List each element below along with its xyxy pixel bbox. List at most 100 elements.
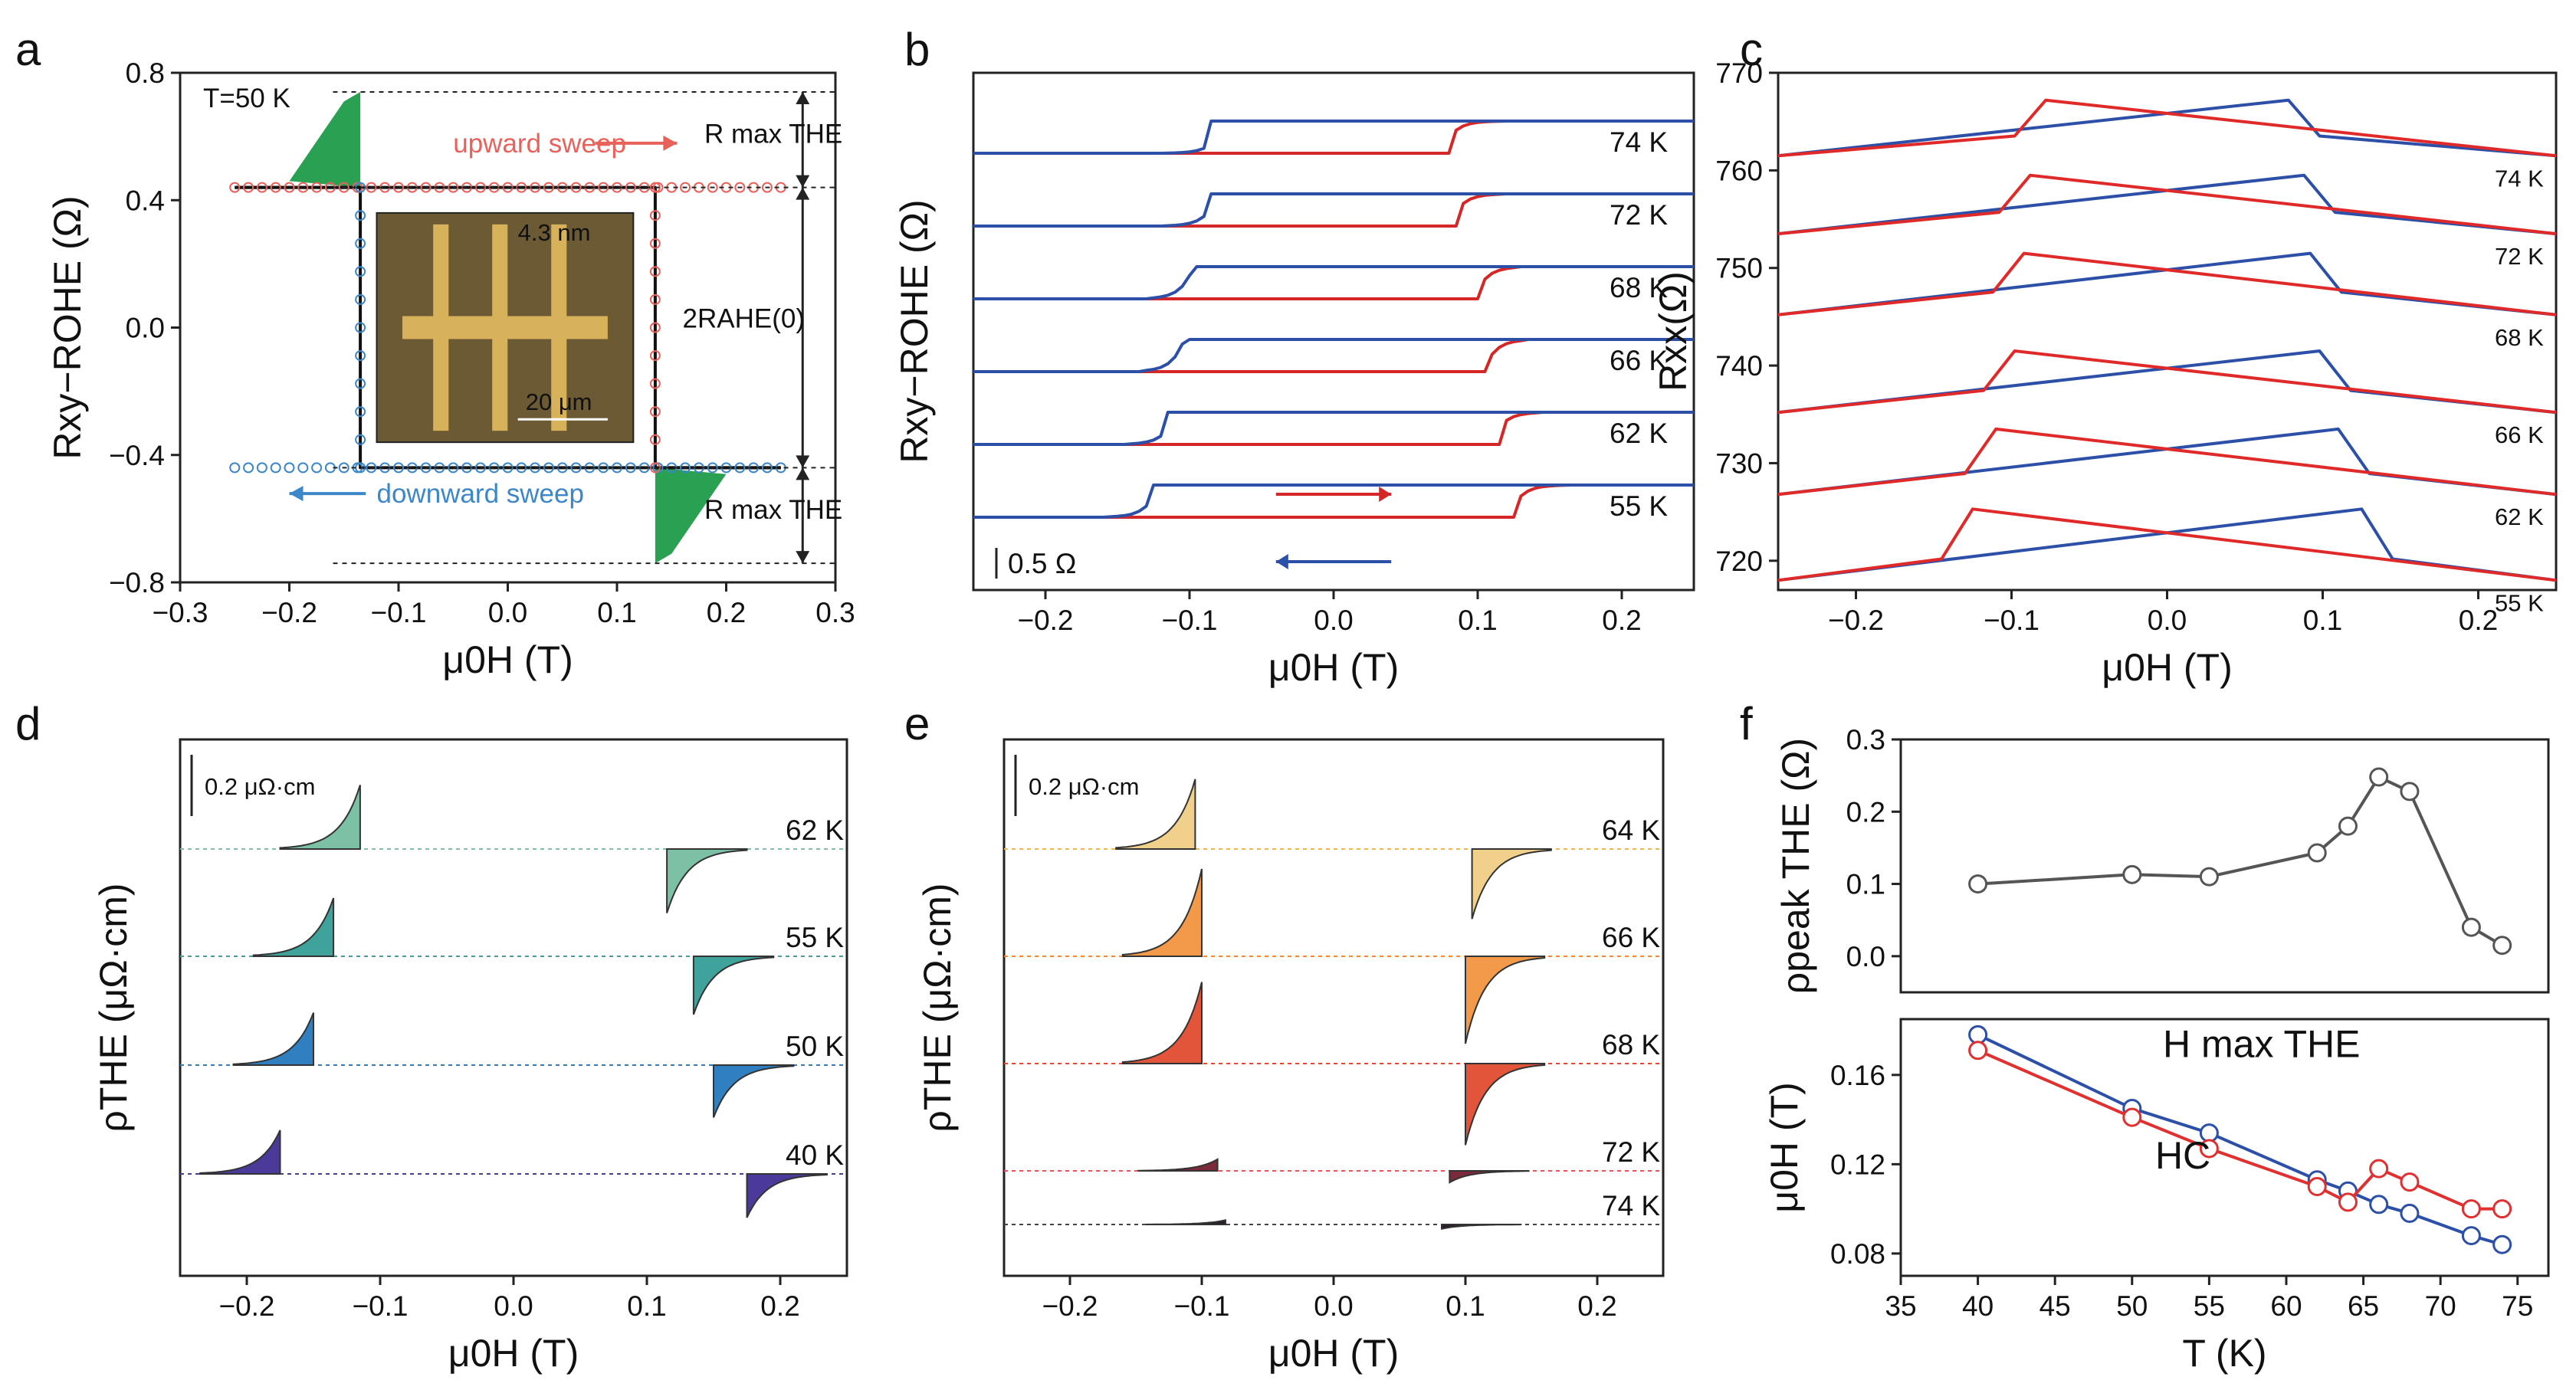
down-marker <box>516 462 527 474</box>
down-marker <box>448 462 459 474</box>
series-line-hc <box>1977 1048 2502 1211</box>
series-line-h-the-max <box>1977 1033 2503 1247</box>
y-axis-label: Rxx(Ω) <box>1652 271 1695 392</box>
up-marker <box>649 462 661 474</box>
down-marker <box>355 378 366 389</box>
temperature-label: 50 K <box>786 1031 844 1062</box>
x-axis-label: T (K) <box>2182 1332 2266 1375</box>
up-marker <box>393 182 404 193</box>
up-marker <box>270 182 281 193</box>
panel-label-e: e <box>904 698 930 749</box>
y-tick-label: 720 <box>1715 546 1763 577</box>
label-2rahe: 2RAHE(0) <box>683 304 805 334</box>
plot-frame <box>1777 71 2558 592</box>
x-tick-label: 0.1 <box>1446 1290 1485 1322</box>
up-marker <box>649 406 661 418</box>
trace-downward <box>973 192 1694 228</box>
data-point <box>2492 1234 2512 1254</box>
y-tick-label: 770 <box>1715 57 1763 89</box>
the-peak-positive <box>746 1173 828 1218</box>
down-marker <box>734 462 746 474</box>
trace-downward <box>973 411 1694 446</box>
x-tick-label: 0.3 <box>815 597 855 628</box>
inset-electrode <box>551 224 567 431</box>
x-tick-label: 40 <box>1962 1290 1994 1322</box>
down-marker <box>270 462 281 474</box>
temperature-label: 66 K <box>1610 345 1668 376</box>
down-marker <box>355 434 366 445</box>
y-axis-label: Rxy−ROHE (Ω) <box>893 199 936 463</box>
x-tick-label: −0.1 <box>1984 605 2039 636</box>
down-marker <box>355 293 366 305</box>
up-marker <box>448 182 459 193</box>
temperature-label: 74 K <box>1602 1190 1660 1221</box>
x-tick-label: 35 <box>1885 1290 1916 1322</box>
trace-upward <box>1777 251 2557 316</box>
up-marker <box>366 182 377 193</box>
y-tick-label: 0.1 <box>1846 869 1885 900</box>
loop-downward <box>235 185 781 470</box>
temperature-label: 62 K <box>2495 503 2544 530</box>
trace-downward <box>1777 349 2557 415</box>
x-tick-label: −0.2 <box>1017 605 1073 636</box>
up-marker <box>284 182 295 193</box>
panel-label-b: b <box>904 24 930 75</box>
temperature-label: 66 K <box>2495 421 2544 448</box>
temperature-label: T=50 K <box>203 84 290 113</box>
y-tick-label: 740 <box>1715 350 1763 382</box>
temperature-label: 74 K <box>2495 165 2544 192</box>
the-peak-positive <box>1471 848 1552 920</box>
trace-upward <box>1777 507 2557 582</box>
down-marker <box>256 462 267 474</box>
y-tick-label: 760 <box>1715 155 1763 186</box>
label-rmax-top: R max THE <box>704 119 842 149</box>
trace-upward <box>973 411 1694 446</box>
panel-label-d: d <box>15 698 41 749</box>
x-axis-label: μ0H (T) <box>442 638 573 681</box>
down-marker <box>543 462 554 474</box>
arrow-head <box>796 91 810 104</box>
temperature-label: 68 K <box>2495 324 2544 351</box>
data-point <box>2307 1176 2327 1196</box>
arrow-head <box>663 135 678 151</box>
the-peak-negative <box>1121 868 1203 957</box>
panel-f: 0.0 0.1 0.2 0.3 0.08 0.12 0.16 35 40 45 50 55 60 65 70… <box>1763 724 2550 1375</box>
trace-upward <box>973 484 1694 519</box>
up-marker <box>625 182 636 193</box>
trace-downward <box>973 120 1694 155</box>
y-tick-label: −0.4 <box>109 440 165 471</box>
data-point <box>2307 843 2327 863</box>
trace-upward <box>973 338 1694 373</box>
x-tick-label: 75 <box>2502 1290 2533 1322</box>
up-marker <box>761 182 773 193</box>
down-marker <box>338 462 349 474</box>
trace-downward <box>973 484 1694 519</box>
up-marker <box>649 182 661 193</box>
data-point <box>1968 1041 1988 1061</box>
x-tick-label: 50 <box>2116 1290 2148 1322</box>
up-marker <box>649 210 661 221</box>
arrow-head <box>1275 554 1288 569</box>
temperature-label: 66 K <box>1602 922 1660 953</box>
x-tick-label: 0.1 <box>1458 605 1497 636</box>
x-tick-label: −0.3 <box>152 597 208 628</box>
x-tick-label: 0.0 <box>2148 605 2187 636</box>
y-tick-label: 730 <box>1715 447 1763 479</box>
y-axis-label: ρTHE (μΩ·cm) <box>916 883 959 1132</box>
trace-downward <box>1777 427 2557 497</box>
down-marker <box>474 462 486 474</box>
trace-downward <box>1777 507 2557 582</box>
x-tick-label: 0.0 <box>1314 605 1353 636</box>
temperature-label: 68 K <box>1602 1029 1660 1061</box>
up-marker <box>229 182 241 193</box>
the-area-top <box>289 91 361 188</box>
inset-electrode <box>492 224 508 431</box>
label-rmax-bottom: R max THE <box>704 495 842 525</box>
y-tick-label: −0.8 <box>109 567 165 598</box>
temperature-label: 62 K <box>786 815 844 846</box>
data-point <box>2461 1226 2481 1246</box>
plot-frame <box>972 71 1695 592</box>
x-axis-label: μ0H (T) <box>2102 646 2232 689</box>
panel-label-f: f <box>1740 698 1753 749</box>
x-tick-label: 55 <box>2194 1290 2225 1322</box>
